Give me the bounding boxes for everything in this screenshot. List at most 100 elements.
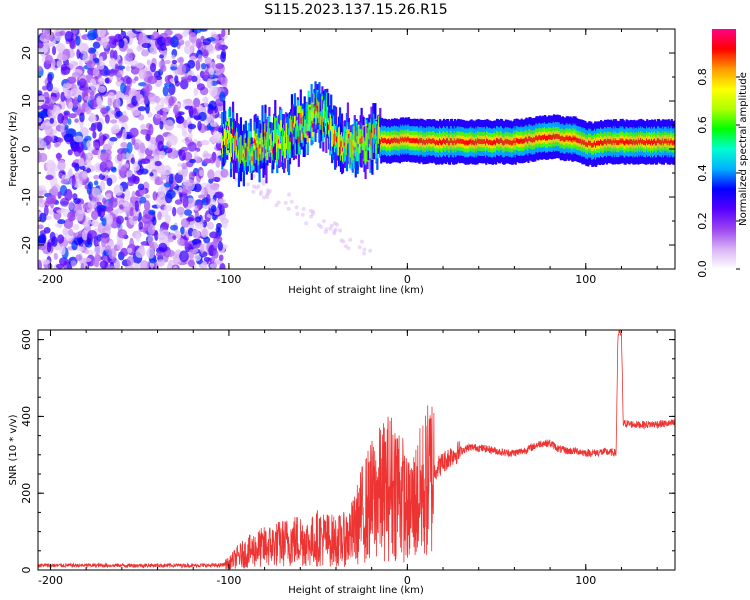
noise-cell	[80, 262, 85, 269]
noise-cell	[117, 229, 128, 239]
noise-cell	[86, 59, 96, 69]
noise-cell	[69, 136, 75, 145]
noise-cell	[38, 185, 47, 191]
noise-cell	[48, 208, 54, 215]
noise-cell	[63, 110, 71, 116]
noise-cell	[359, 239, 364, 244]
noise-cell	[115, 110, 123, 118]
snr-x-ticks: -200 -100 0 100	[38, 330, 658, 587]
noise-cell	[196, 203, 201, 210]
noise-cell	[189, 220, 194, 231]
noise-cell	[88, 114, 97, 123]
noise-cell	[160, 229, 170, 237]
noise-cell	[215, 191, 224, 199]
noise-cell	[99, 260, 108, 269]
noise-cell	[73, 232, 83, 238]
noise-cell	[126, 180, 134, 187]
noise-cell	[189, 158, 196, 164]
noise-cell	[172, 265, 178, 269]
noise-cell	[54, 223, 63, 228]
noise-cell	[335, 222, 340, 227]
noise-cell	[51, 45, 57, 56]
noise-cell	[301, 206, 306, 211]
noise-cell	[55, 263, 65, 269]
noise-cell	[114, 259, 121, 269]
noise-cell	[192, 107, 197, 114]
noise-cell	[212, 238, 218, 249]
y-tick-label: 400	[20, 406, 33, 427]
noise-cell	[128, 53, 136, 59]
noise-cell	[140, 123, 147, 130]
spectrogram-x-ticks: -200 -100 0 100	[38, 29, 658, 286]
noise-cell	[164, 147, 173, 154]
noise-cell	[135, 248, 145, 259]
noise-cell	[209, 231, 219, 239]
noise-cell	[49, 102, 54, 111]
noise-cell	[101, 217, 107, 227]
noise-cell	[45, 159, 56, 172]
noise-cell	[108, 37, 118, 49]
noise-cell	[156, 196, 162, 209]
noise-cell	[91, 210, 99, 221]
noise-cell	[51, 236, 58, 247]
noise-cell	[60, 179, 69, 185]
noise-cell	[168, 138, 178, 146]
y-tick-label: 0	[20, 567, 33, 574]
noise-cell	[106, 177, 113, 187]
noise-cell	[143, 209, 150, 215]
spectrogram-x-axis-label: Height of straight line (km)	[288, 285, 424, 296]
noise-cell	[147, 93, 157, 102]
noise-cell	[88, 127, 97, 132]
noise-cell	[162, 85, 169, 97]
noise-cell	[125, 65, 131, 72]
noise-cell	[149, 62, 157, 73]
noise-cell	[338, 228, 343, 233]
noise-cell	[146, 247, 155, 259]
spectrogram-cell	[306, 130, 309, 136]
noise-cell	[357, 245, 362, 250]
noise-cell	[200, 139, 210, 146]
colorbar-label: Normalized spectral amplitude	[738, 72, 749, 226]
noise-cell	[132, 175, 140, 185]
noise-cell	[215, 157, 221, 168]
noise-cell	[219, 91, 226, 103]
noise-cell	[120, 165, 128, 176]
noise-cell	[81, 257, 92, 263]
snr-y-ticks: 0 200 400 600	[20, 329, 675, 574]
spectrogram-y-ticks: -20 -10 0 10 20	[20, 28, 675, 270]
noise-cell	[140, 260, 149, 269]
noise-cell	[79, 165, 86, 170]
noise-cell	[300, 212, 305, 217]
noise-cell	[220, 168, 229, 178]
noise-cell	[152, 216, 157, 226]
noise-cell	[51, 87, 60, 94]
noise-cell	[202, 49, 209, 59]
noise-cell	[193, 97, 201, 108]
noise-cell	[165, 176, 170, 185]
noise-cell	[200, 62, 207, 70]
noise-cell	[214, 42, 223, 51]
noise-cell	[184, 241, 190, 247]
noise-cell	[209, 85, 218, 97]
x-tick-label: 0	[404, 574, 411, 587]
noise-cell	[152, 191, 158, 201]
noise-cell	[165, 249, 175, 257]
noise-cell	[123, 94, 129, 101]
noise-cell	[100, 151, 110, 163]
noise-cell	[73, 96, 79, 108]
noise-cell	[171, 59, 178, 65]
noise-cell	[106, 205, 113, 214]
noise-cell	[207, 257, 212, 263]
noise-cell	[53, 252, 59, 260]
noise-cell	[97, 207, 106, 218]
noise-cell	[191, 229, 201, 239]
noise-cell	[126, 170, 133, 177]
noise-cell	[133, 142, 140, 151]
noise-cell	[163, 182, 172, 188]
noise-cell	[75, 35, 81, 46]
noise-cell	[72, 29, 78, 35]
noise-cell	[192, 248, 199, 253]
noise-cell	[64, 31, 74, 42]
noise-cell	[135, 92, 141, 102]
noise-cell	[246, 182, 251, 187]
